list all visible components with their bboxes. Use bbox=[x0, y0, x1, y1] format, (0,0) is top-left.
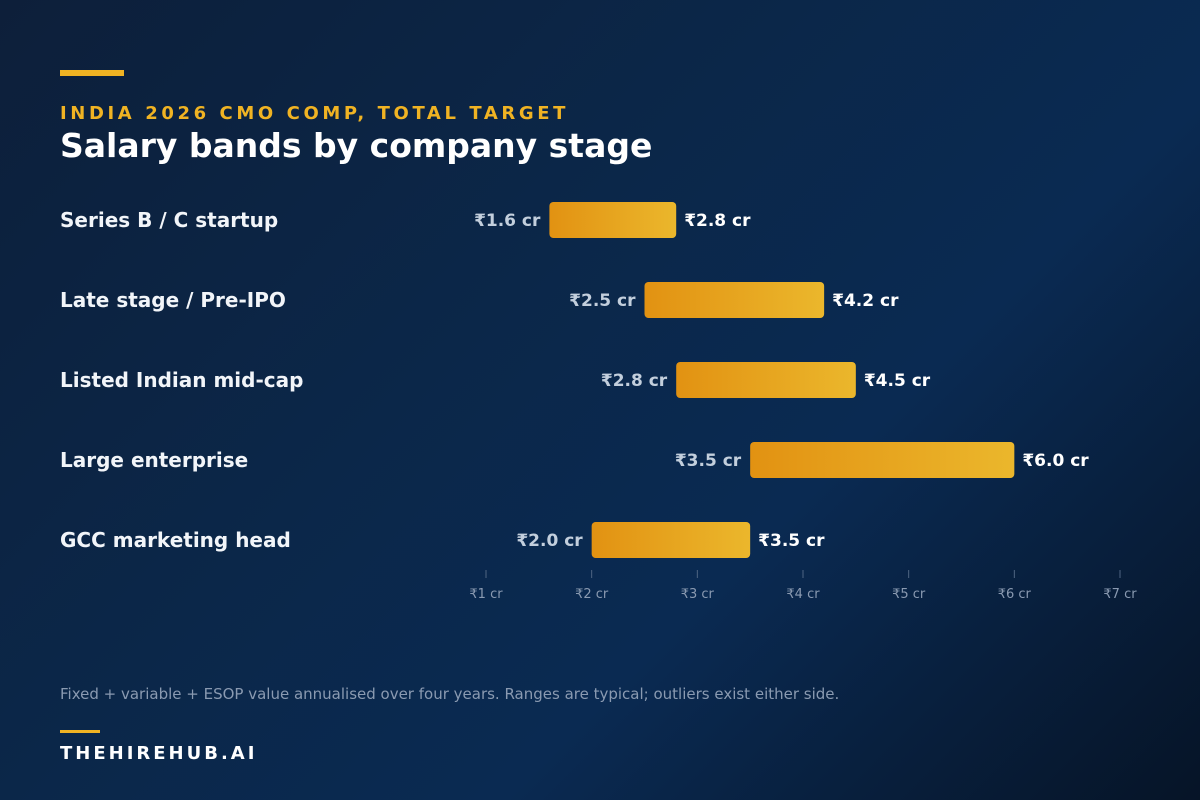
axis-tick-label: ₹3 cr bbox=[681, 587, 715, 602]
high-value-label: ₹4.2 cr bbox=[832, 291, 899, 311]
high-value-label: ₹3.5 cr bbox=[758, 531, 825, 551]
category-label: Listed Indian mid-cap bbox=[60, 368, 303, 392]
low-value-label: ₹3.5 cr bbox=[675, 451, 742, 471]
brand-divider bbox=[60, 730, 100, 733]
high-value-label: ₹2.8 cr bbox=[684, 211, 751, 231]
low-value-label: ₹2.5 cr bbox=[569, 291, 636, 311]
range-bar bbox=[676, 362, 856, 398]
low-value-label: ₹2.8 cr bbox=[601, 371, 668, 391]
brand-name: THEHIREHUB.AI bbox=[60, 743, 258, 764]
axis-tick-label: ₹5 cr bbox=[892, 587, 926, 602]
low-value-label: ₹2.0 cr bbox=[516, 531, 583, 551]
category-label: Large enterprise bbox=[60, 448, 248, 472]
axis-tick-label: ₹4 cr bbox=[786, 587, 820, 602]
category-label: Series B / C startup bbox=[60, 208, 278, 232]
chart-title: Salary bands by company stage bbox=[60, 126, 653, 165]
range-bar bbox=[549, 202, 677, 238]
axis-tick-label: ₹2 cr bbox=[575, 587, 609, 602]
chart-eyebrow: INDIA 2026 CMO COMP, TOTAL TARGET bbox=[60, 103, 570, 124]
range-bar bbox=[644, 282, 825, 318]
category-label: GCC marketing head bbox=[60, 528, 291, 552]
axis-tick-label: ₹7 cr bbox=[1103, 587, 1137, 602]
axis-tick-label: ₹6 cr bbox=[998, 587, 1032, 602]
range-bar bbox=[591, 522, 751, 558]
high-value-label: ₹4.5 cr bbox=[864, 371, 931, 391]
axis-tick-label: ₹1 cr bbox=[469, 587, 503, 602]
low-value-label: ₹1.6 cr bbox=[474, 211, 541, 231]
range-bar bbox=[750, 442, 1015, 478]
category-label: Late stage / Pre-IPO bbox=[60, 288, 286, 312]
high-value-label: ₹6.0 cr bbox=[1022, 451, 1089, 471]
footnote: Fixed + variable + ESOP value annualised… bbox=[60, 685, 840, 703]
accent-bar bbox=[60, 70, 124, 76]
